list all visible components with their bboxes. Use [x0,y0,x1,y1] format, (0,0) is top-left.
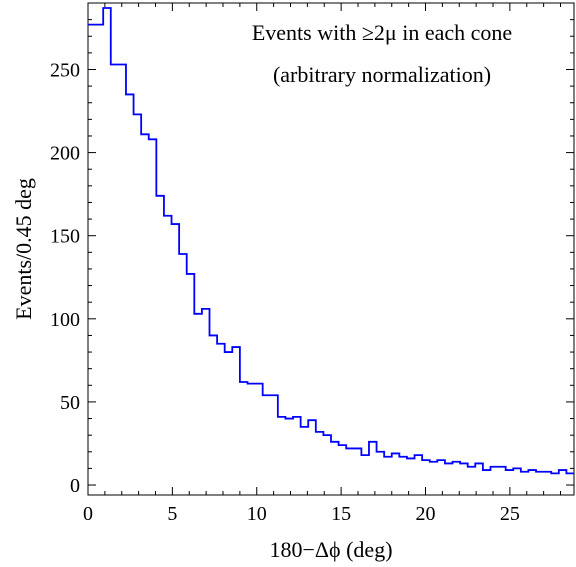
annotation-line-2: (arbitrary normalization) [273,62,491,87]
x-tick-label: 15 [331,503,351,525]
y-axis-label: Events/0.45 deg [11,178,36,320]
annotation-line-1: Events with ≥2μ in each cone [252,20,512,45]
x-tick-label: 20 [416,503,436,525]
x-axis-label: 180−Δϕ (deg) [269,537,392,562]
x-tick-label: 10 [247,503,267,525]
x-tick-label: 5 [167,503,177,525]
x-tick-label: 25 [500,503,520,525]
x-tick-label: 0 [83,503,93,525]
histogram-series-line [88,7,574,475]
y-tick-label: 150 [50,226,80,248]
plot-frame [87,2,575,496]
y-tick-label: 50 [60,392,80,414]
y-tick-label: 250 [50,59,80,81]
y-tick-label: 100 [50,309,80,331]
y-tick-label: 200 [50,143,80,165]
y-tick-label: 0 [70,475,80,497]
axis-ticks [87,2,574,495]
